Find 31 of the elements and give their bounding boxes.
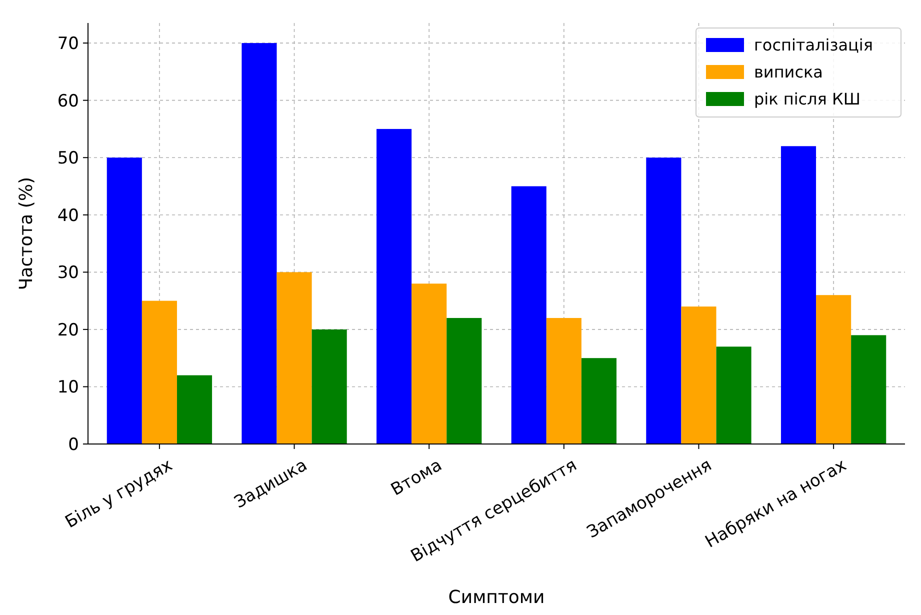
bar [816, 295, 852, 444]
y-tick-label: 50 [57, 148, 79, 169]
bar [242, 43, 277, 444]
bar [546, 318, 582, 444]
x-axis-title: Симптоми [448, 587, 545, 608]
y-tick-label: 60 [57, 91, 79, 112]
bar [142, 300, 177, 444]
y-axis-title: Частота (%) [16, 176, 37, 290]
bar [276, 272, 312, 444]
bar [716, 346, 752, 444]
y-tick-label: 40 [57, 206, 79, 226]
y-tick-label: 10 [57, 378, 79, 398]
bar [412, 284, 447, 444]
y-tick-label: 0 [68, 434, 79, 455]
bar [851, 335, 886, 444]
y-tick-label: 70 [57, 34, 79, 54]
bar [446, 318, 482, 444]
bar [176, 375, 212, 444]
bar [511, 186, 546, 444]
bar [106, 158, 142, 444]
bar [312, 329, 347, 444]
y-tick-label: 20 [57, 320, 79, 340]
legend-label: виписка [754, 62, 823, 82]
bar [646, 158, 682, 444]
legend-label: госпіталізація [754, 36, 873, 55]
y-tick-label: 30 [57, 263, 79, 284]
bar [581, 358, 616, 444]
bar [681, 306, 716, 444]
bar [376, 128, 412, 444]
bar [780, 146, 816, 444]
legend-label: рік після КШ [754, 90, 860, 109]
